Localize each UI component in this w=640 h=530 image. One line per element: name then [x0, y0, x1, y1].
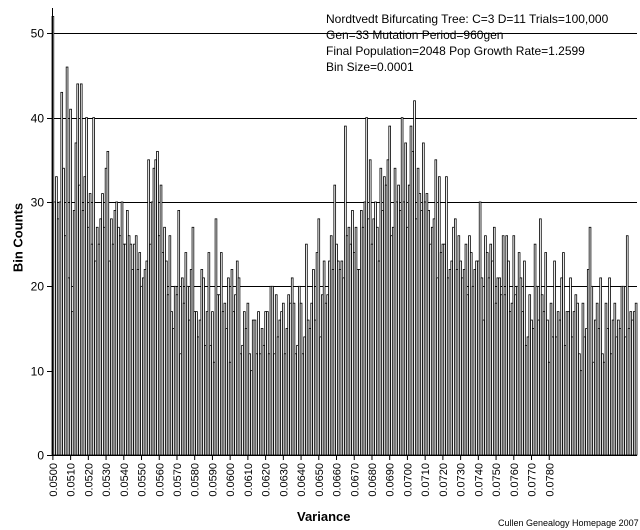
y-tick-label-20: 20 [31, 280, 45, 294]
x-tick-label-0.0760: 0.0760 [509, 463, 521, 497]
x-tick-label-0.0570: 0.0570 [172, 463, 184, 497]
x-tick-label-0.0690: 0.0690 [385, 463, 397, 497]
x-tick-label-0.0650: 0.0650 [314, 463, 326, 497]
x-tick-label-0.0550: 0.0550 [137, 463, 149, 497]
x-axis-title: Variance [297, 509, 351, 524]
x-tick-label-0.0510: 0.0510 [66, 463, 78, 497]
x-tick-label-0.0630: 0.0630 [278, 463, 290, 497]
y-axis-title: Bin Counts [10, 202, 26, 273]
x-tick-label-0.0500: 0.0500 [48, 463, 60, 497]
x-tick-label-0.0560: 0.0560 [154, 463, 166, 497]
x-tick-label-0.0700: 0.0700 [402, 463, 414, 497]
y-axis-ticks: 0 10 20 30 40 50 [31, 27, 52, 463]
x-tick-label-0.0640: 0.0640 [296, 463, 308, 497]
axes [52, 8, 637, 456]
x-tick-label-0.0580: 0.0580 [190, 463, 202, 497]
annotation-line-2: Gen=33 Mutation Period=960gen [326, 28, 504, 42]
annotation-line-1: Nordtvedt Bifurcating Tree: C=3 D=11 Tri… [326, 12, 609, 26]
y-tick-label-30: 30 [31, 196, 45, 210]
x-tick-label-0.0530: 0.0530 [101, 463, 113, 497]
x-tick-label-0.0520: 0.0520 [83, 463, 95, 497]
y-tick-label-10: 10 [31, 365, 45, 379]
x-tick-label-0.0720: 0.0720 [438, 463, 450, 497]
bar-series [51, 16, 638, 456]
y-tick-label-0: 0 [37, 449, 44, 463]
x-tick-label-0.0670: 0.0670 [349, 463, 361, 497]
annotation-block: Nordtvedt Bifurcating Tree: C=3 D=11 Tri… [326, 11, 608, 75]
x-tick-label-0.0600: 0.0600 [225, 463, 237, 497]
x-tick-label-0.0770: 0.0770 [527, 463, 539, 497]
x-tick-label-0.0740: 0.0740 [473, 463, 485, 497]
y-tick-label-50: 50 [31, 27, 45, 41]
bar-329 [634, 302, 638, 456]
credit-text: Cullen Genealogy Homepage 2007 [498, 518, 639, 528]
x-tick-label-0.0590: 0.0590 [207, 463, 219, 497]
x-tick-label-0.0540: 0.0540 [119, 463, 131, 497]
x-axis-ticks: 0.0500 0.0510 0.0520 0.0530 0.0540 0.0550 0.05… [48, 455, 556, 497]
x-tick-label-0.0620: 0.0620 [261, 463, 273, 497]
x-tick-label-0.0680: 0.0680 [367, 463, 379, 497]
x-tick-label-0.0710: 0.0710 [420, 463, 432, 497]
x-tick-label-0.0610: 0.0610 [243, 463, 255, 497]
annotation-line-4: Bin Size=0.0001 [326, 60, 414, 74]
annotation-line-3: Final Population=2048 Pop Growth Rate=1.… [326, 44, 585, 58]
x-tick-label-0.0730: 0.0730 [456, 463, 468, 497]
y-tick-label-40: 40 [31, 112, 45, 126]
x-tick-label-0.0750: 0.0750 [491, 463, 503, 497]
x-tick-label-0.0780: 0.0780 [544, 463, 556, 497]
x-tick-label-0.0660: 0.0660 [332, 463, 344, 497]
